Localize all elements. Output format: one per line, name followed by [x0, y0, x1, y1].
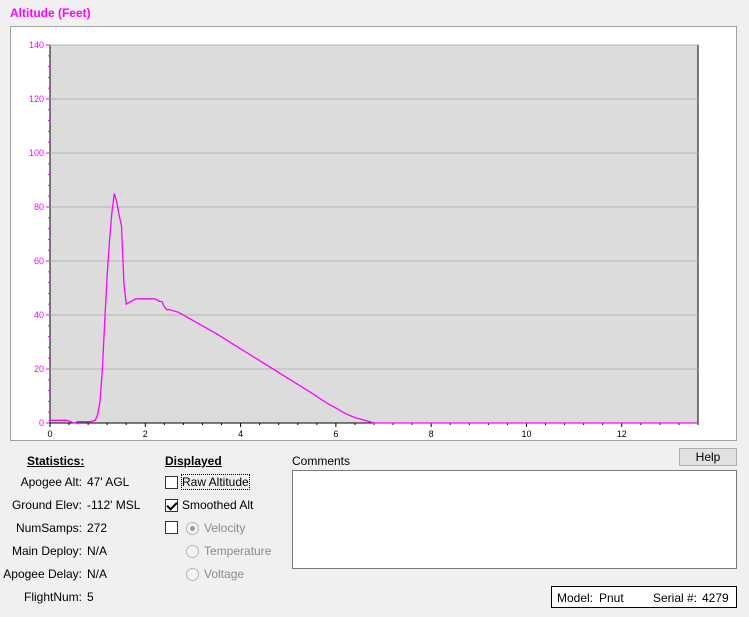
x-tick-label: 12 [617, 429, 627, 439]
smoothed-alt-checkbox[interactable]: Smoothed Alt [165, 498, 253, 512]
statistics-heading: Statistics: [27, 454, 85, 468]
y-tick-label: 40 [34, 310, 44, 320]
help-button[interactable]: Help [679, 448, 737, 466]
y-tick-label: 100 [29, 148, 44, 158]
voltage-label[interactable]: Voltage [204, 567, 245, 581]
stat-value: -112' MSL [87, 498, 141, 512]
plot-area [49, 44, 699, 424]
comments-textarea[interactable] [292, 470, 737, 569]
stat-value: 5 [87, 590, 94, 604]
voltage-radio[interactable]: Voltage [186, 567, 244, 581]
x-tick-label: 6 [333, 429, 338, 439]
x-tick-label: 0 [47, 429, 52, 439]
displayed-heading: Displayed [165, 454, 222, 468]
raw-altitude-checkbox[interactable]: Raw Altitude [165, 474, 250, 490]
stat-label: FlightNum: [23, 590, 82, 604]
temperature-radio-button[interactable] [186, 544, 199, 558]
smoothed-alt-label[interactable]: Smoothed Alt [182, 498, 254, 512]
stat-label: Ground Elev: [11, 498, 82, 512]
y-tick-label: 80 [34, 202, 44, 212]
x-tick-label: 2 [143, 429, 148, 439]
x-tick-label: 8 [429, 429, 434, 439]
velocity-label[interactable]: Velocity [204, 521, 246, 535]
y-tick-label: 140 [29, 40, 44, 50]
stat-label: NumSamps: [15, 521, 82, 535]
smoothed-alt-check-box[interactable] [165, 498, 178, 512]
x-tick-label: 4 [238, 429, 243, 439]
y-tick-label: 120 [29, 94, 44, 104]
velocity-check-box[interactable] [165, 521, 178, 534]
device-info-box: Model: Pnut Serial #: 4279 [551, 586, 737, 608]
stat-label: Apogee Delay: [3, 567, 82, 581]
y-tick-label: 0 [39, 418, 44, 428]
altitude-series-line [50, 193, 698, 424]
raw-altitude-check-box[interactable] [165, 475, 178, 489]
model-label: Model: [557, 591, 594, 605]
temperature-label[interactable]: Temperature [204, 544, 272, 558]
stat-value: N/A [87, 544, 108, 558]
altitude-chart-svg: 0 20 40 60 80 100 120 140 0 2 4 6 8 10 12 [29, 40, 699, 439]
serial-value: 4279 [702, 591, 729, 605]
voltage-radio-button[interactable] [186, 567, 199, 581]
x-tick-label: 10 [521, 429, 531, 439]
serial-label: Serial #: [653, 591, 698, 605]
comments-label: Comments [292, 454, 351, 468]
raw-altitude-label[interactable]: Raw Altitude [181, 474, 250, 490]
velocity-checkbox[interactable] [165, 521, 182, 534]
chart-title: Altitude (Feet) [10, 6, 91, 20]
stat-value: 47' AGL [87, 475, 130, 489]
model-value: Pnut [599, 591, 624, 605]
y-tick-label: 20 [34, 364, 44, 374]
altitude-chart: 0 20 40 60 80 100 120 140 0 2 4 6 8 10 12 [10, 26, 737, 441]
velocity-radio[interactable]: Velocity [186, 521, 245, 535]
velocity-radio-button[interactable] [186, 521, 199, 535]
stat-label: Apogee Alt: [20, 475, 82, 489]
y-tick-label: 60 [34, 256, 44, 266]
stat-label: Main Deploy: [11, 544, 82, 558]
stat-value: N/A [87, 567, 108, 581]
temperature-radio[interactable]: Temperature [186, 544, 271, 558]
stat-value: 272 [87, 521, 108, 535]
